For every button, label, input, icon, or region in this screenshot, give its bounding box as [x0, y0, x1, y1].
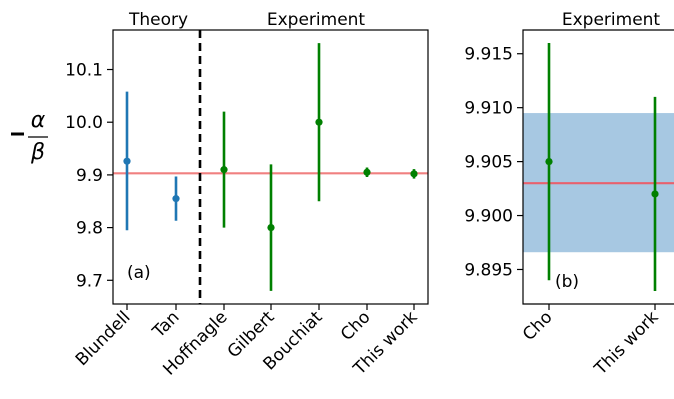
data-point-tan — [172, 195, 180, 203]
y-axis-ticks: 9.895 9.900 9.905 9.910 9.915 — [464, 45, 523, 280]
group-label-theory: Theory — [128, 10, 188, 30]
y-axis-label: α β — [11, 108, 48, 165]
x-tick-label-this-work: This work — [590, 307, 662, 379]
x-tick-label-cho: Cho — [337, 307, 375, 345]
panel-label-a: (a) — [127, 263, 151, 283]
x-tick-label-tan: Tan — [148, 307, 183, 342]
y-tick-label: 9.915 — [464, 45, 513, 65]
panel-label-b: (b) — [555, 272, 579, 292]
y-tick-label: 9.900 — [464, 207, 513, 227]
panel-b-title: Experiment — [562, 10, 661, 30]
data-point-bouchiat — [315, 118, 323, 126]
panel-b-marks — [545, 42, 659, 292]
panel-a: 9.79.89.910.010.1 Blundell TanHoffnagleGi… — [11, 10, 429, 380]
data-point-this-work — [410, 170, 418, 178]
ylabel-alpha: α — [31, 108, 46, 133]
data-point-hoffnagle — [220, 166, 228, 174]
group-label-experiment: Experiment — [267, 10, 366, 30]
y-tick-label: 9.9 — [76, 166, 103, 186]
data-point-gilbert — [267, 223, 275, 232]
plot-frame — [522, 29, 674, 305]
data-point-cho — [545, 158, 553, 166]
x-tick-label-cho: Cho — [519, 307, 557, 345]
x-tick-label-blundell: Blundell — [72, 307, 135, 370]
data-point-this-work — [651, 190, 659, 198]
y-tick-label: 9.895 — [464, 260, 513, 280]
y-tick-label: 9.8 — [76, 219, 103, 239]
y-tick-label: 10.0 — [65, 113, 103, 133]
y-axis-ticks: 9.7 9.8 9.9 10.0 10.1 — [65, 61, 113, 291]
ylabel-beta: β — [30, 140, 45, 165]
data-point-blundell — [123, 157, 131, 165]
y-tick-label: 9.910 — [464, 99, 513, 119]
y-tick-label: 10.1 — [65, 61, 103, 81]
y-tick-label: 9.905 — [464, 153, 513, 173]
data-point-cho — [363, 168, 371, 176]
panel-a-marks — [123, 43, 418, 291]
panel-b: 9.895 9.900 9.905 9.910 9.915 Cho This work E… — [464, 10, 674, 380]
x-axis-ticks: Cho This work — [519, 304, 663, 380]
y-tick-label: 9.7 — [76, 271, 103, 291]
